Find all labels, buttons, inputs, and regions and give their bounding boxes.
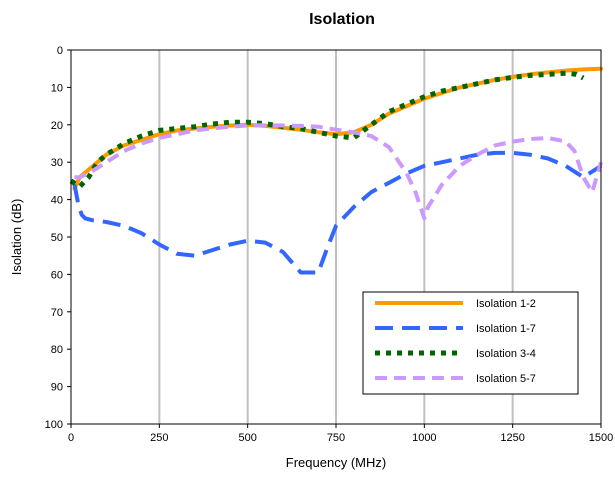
grid-lines bbox=[158, 50, 514, 424]
legend-label: Isolation 1-2 bbox=[476, 298, 536, 310]
legend-label: Isolation 5-7 bbox=[476, 373, 536, 385]
y-tick-label: 70 bbox=[51, 307, 63, 319]
legend: Isolation 1-2 Isolation 1-7 Isolation 3-4 I… bbox=[362, 291, 579, 395]
y-tick-label: 0 bbox=[57, 45, 63, 57]
series-line bbox=[69, 70, 585, 189]
y-tick-label: 80 bbox=[51, 344, 63, 356]
y-tick-label: 100 bbox=[45, 419, 63, 431]
x-tick-label: 250 bbox=[150, 432, 168, 444]
x-tick-label: 500 bbox=[238, 432, 256, 444]
y-tick-label: 40 bbox=[51, 195, 63, 207]
x-tick-label: 1500 bbox=[589, 432, 613, 444]
y-tick-label: 50 bbox=[51, 232, 63, 244]
y-tick-labels: 0 10 20 30 40 50 60 70 80 90 100 bbox=[45, 45, 71, 431]
x-tick-label: 1250 bbox=[500, 432, 524, 444]
x-tick-label: 0 bbox=[68, 432, 74, 444]
x-tick-label: 1000 bbox=[412, 432, 436, 444]
legend-label: Isolation 3-4 bbox=[476, 348, 536, 360]
x-tick-label: 750 bbox=[327, 432, 345, 444]
x-axis-label: Frequency (MHz) bbox=[286, 455, 386, 470]
series-lines bbox=[69, 66, 603, 275]
y-tick-label: 10 bbox=[51, 82, 63, 94]
y-tick-label: 90 bbox=[51, 382, 63, 394]
series-line bbox=[74, 123, 603, 221]
x-tick-labels: 0 250 500 750 1000 1250 1500 bbox=[68, 424, 613, 444]
y-tick-label: 20 bbox=[51, 120, 63, 132]
legend-label: Isolation 1-7 bbox=[476, 323, 536, 335]
series-line bbox=[72, 150, 603, 275]
y-tick-label: 30 bbox=[51, 157, 63, 169]
chart-title: Isolation bbox=[309, 11, 375, 28]
y-axis-label: Isolation (dB) bbox=[9, 199, 24, 276]
y-tick-label: 60 bbox=[51, 269, 63, 281]
